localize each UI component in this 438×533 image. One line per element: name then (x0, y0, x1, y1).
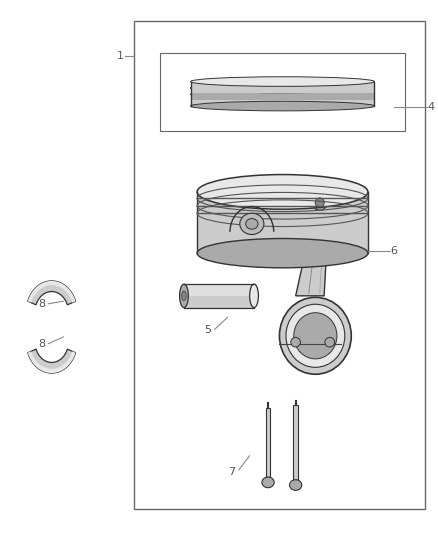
Ellipse shape (286, 304, 345, 367)
Wedge shape (28, 281, 76, 305)
Bar (184, 284, 254, 296)
Ellipse shape (191, 83, 374, 93)
Ellipse shape (180, 284, 188, 308)
Ellipse shape (303, 185, 336, 220)
Ellipse shape (279, 297, 351, 374)
Wedge shape (28, 281, 76, 303)
Ellipse shape (312, 195, 327, 211)
Ellipse shape (182, 291, 186, 301)
Ellipse shape (262, 477, 274, 488)
Ellipse shape (291, 337, 300, 347)
Ellipse shape (197, 175, 368, 209)
Text: 4: 4 (428, 102, 435, 111)
Text: 1: 1 (117, 51, 124, 61)
Bar (191, 94, 374, 106)
Ellipse shape (191, 77, 374, 86)
Ellipse shape (191, 90, 374, 99)
Text: 8: 8 (38, 299, 45, 309)
Bar (160, 53, 405, 131)
Ellipse shape (246, 219, 258, 229)
Ellipse shape (290, 480, 302, 490)
Ellipse shape (315, 198, 324, 207)
Text: 6: 6 (391, 246, 398, 255)
Ellipse shape (250, 284, 258, 308)
Bar (266, 408, 270, 477)
Text: 7: 7 (229, 467, 236, 477)
Bar (134, 21, 425, 509)
Text: 5: 5 (205, 326, 212, 335)
Ellipse shape (191, 101, 374, 111)
Wedge shape (28, 351, 76, 373)
Polygon shape (296, 217, 328, 296)
Ellipse shape (325, 337, 335, 347)
Ellipse shape (294, 313, 337, 359)
Bar (191, 82, 374, 93)
Bar (197, 192, 368, 253)
Ellipse shape (240, 213, 264, 235)
Bar (191, 88, 374, 100)
Ellipse shape (197, 239, 368, 268)
Wedge shape (28, 349, 76, 373)
Bar (184, 284, 254, 308)
Bar (293, 405, 298, 480)
Text: 8: 8 (38, 339, 45, 349)
